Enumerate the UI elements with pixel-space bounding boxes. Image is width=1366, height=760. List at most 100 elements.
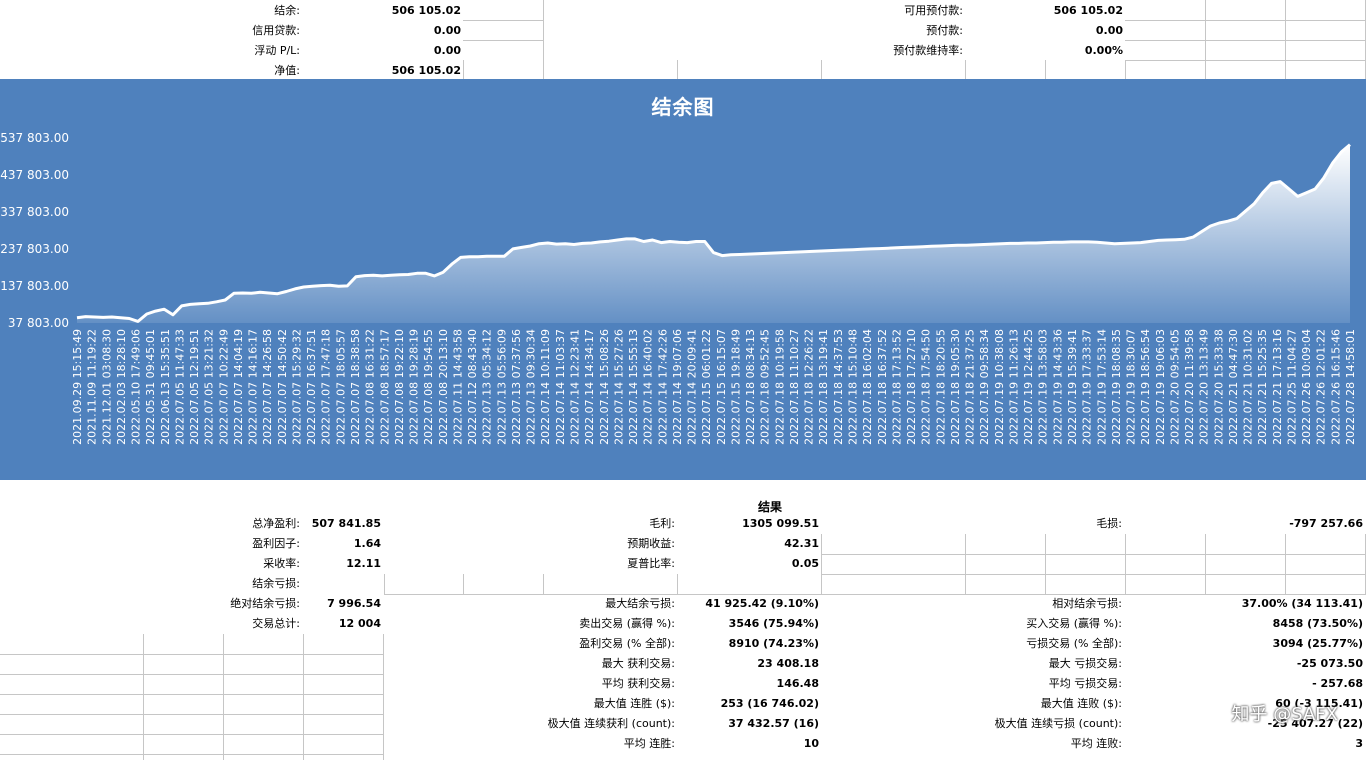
x-tick-label: 2022.06.13 15:35:51	[159, 329, 172, 445]
x-tick-label: 2022.07.14 16:40:02	[642, 329, 655, 445]
result-value: 3094 (25.77%)	[1272, 637, 1363, 650]
result-value: 41 925.42 (9.10%)	[705, 597, 819, 610]
x-tick-label: 2022.07.14 17:42:26	[656, 329, 669, 445]
x-tick-label: 2022.07.26 16:15:46	[1329, 329, 1342, 445]
x-tick-label: 2022.07.19 12:44:25	[1022, 329, 1035, 445]
x-tick-label: 2022.07.18 15:10:48	[847, 329, 860, 445]
x-tick-label: 2022.07.05 11:47:33	[173, 329, 186, 445]
result-label: 毛利:	[649, 517, 675, 530]
credit-value: 0.00	[433, 24, 461, 37]
margin-level-label: 预付款维持率:	[893, 44, 963, 57]
result-value: 507 841.85	[311, 517, 381, 530]
x-tick-label: 2022.07.14 15:27:26	[612, 329, 625, 445]
grid-line	[1045, 534, 1046, 594]
grid-line	[223, 634, 224, 760]
result-label: 结余亏损:	[252, 577, 300, 590]
result-value: 60 (-3 115.41)	[1275, 697, 1363, 710]
grid-line	[821, 554, 1366, 555]
x-tick-label: 2022.02.03 18:28:10	[115, 329, 128, 445]
grid-line	[463, 40, 543, 41]
grid-line	[0, 654, 383, 655]
margin-value: 0.00	[1095, 24, 1123, 37]
grid-line	[0, 694, 383, 695]
grid-line	[965, 60, 966, 80]
x-tick-label: 2022.07.08 19:22:10	[393, 329, 406, 445]
grid-line	[383, 634, 384, 760]
grid-line	[143, 634, 144, 760]
x-tick-label: 2022.07.19 19:06:03	[1154, 329, 1167, 445]
results-title: 结果	[757, 500, 782, 514]
x-tick-label: 2021.09.29 15:15:49	[71, 329, 84, 445]
y-tick-label: 37 803.00	[8, 316, 69, 330]
x-tick-label: 2022.07.14 11:03:37	[554, 329, 567, 445]
x-tick-label: 2022.07.07 10:22:49	[217, 329, 230, 445]
result-label: 最大值 连败 ($):	[1040, 697, 1122, 710]
result-label: 平均 亏损交易:	[1048, 677, 1122, 690]
x-tick-label: 2022.07.15 16:15:07	[715, 329, 728, 445]
result-label: 平均 连胜:	[623, 737, 675, 750]
result-label: 极大值 连续亏损 (count):	[994, 717, 1122, 730]
result-value: 1305 099.51	[742, 517, 819, 530]
margin-label: 预付款:	[926, 24, 963, 37]
grid-line	[0, 714, 383, 715]
result-value: 8910 (74.23%)	[728, 637, 819, 650]
credit-label: 信用贷款:	[252, 24, 300, 37]
x-tick-label: 2022.07.19 10:38:08	[993, 329, 1006, 445]
x-tick-label: 2022.07.21 04:47:30	[1227, 329, 1240, 445]
x-tick-label: 2022.07.08 18:57:17	[378, 329, 391, 445]
result-value: -25 407.27 (22)	[1267, 717, 1363, 730]
result-value: 23 408.18	[757, 657, 819, 670]
x-tick-label: 2022.07.21 15:25:35	[1256, 329, 1269, 445]
y-tick-label: 537 803.00	[0, 131, 69, 145]
x-tick-label: 2021.11.09 11:19:22	[86, 329, 99, 445]
x-tick-label: 2022.05.10 17:49:06	[130, 329, 143, 445]
result-value: 146.48	[776, 677, 819, 690]
x-tick-label: 2022.07.19 14:43:36	[1051, 329, 1064, 445]
result-label: 相对结余亏损:	[1052, 597, 1122, 610]
x-tick-label: 2022.07.20 15:33:38	[1212, 329, 1225, 445]
grid-line	[821, 60, 822, 80]
x-tick-label: 2022.07.13 07:37:56	[510, 329, 523, 445]
result-label: 夏普比率:	[627, 557, 675, 570]
x-tick-label: 2022.07.15 06:01:22	[700, 329, 713, 445]
balance-line	[76, 143, 1351, 323]
result-label: 极大值 连续获利 (count):	[547, 717, 675, 730]
result-value: 42.31	[784, 537, 819, 550]
x-tick-label: 2022.07.18 17:27:10	[905, 329, 918, 445]
result-value: 37.00% (34 113.41)	[1241, 597, 1363, 610]
x-tick-label: 2022.07.20 11:39:58	[1183, 329, 1196, 445]
x-tick-label: 2022.07.18 14:37:53	[832, 329, 845, 445]
x-tick-label: 2022.07.07 14:16:17	[247, 329, 260, 445]
x-tick-label: 2022.07.14 15:08:26	[598, 329, 611, 445]
result-label: 绝对结余亏损:	[230, 597, 300, 610]
result-value: -25 073.50	[1296, 657, 1363, 670]
x-tick-label: 2022.05.31 09:45:01	[144, 329, 157, 445]
grid-line	[0, 754, 383, 755]
x-tick-label: 2022.07.08 19:28:19	[408, 329, 421, 445]
equity-value: 506 105.02	[391, 64, 461, 77]
x-tick-label: 2022.07.19 13:58:03	[1037, 329, 1050, 445]
y-tick-label: 437 803.00	[0, 168, 69, 182]
x-tick-label: 2022.07.28 14:58:01	[1344, 329, 1357, 445]
grid-line	[0, 674, 383, 675]
x-tick-label: 2022.07.08 20:13:10	[437, 329, 450, 445]
x-tick-label: 2022.07.18 09:52:45	[759, 329, 772, 445]
x-tick-label: 2022.07.14 19:07:06	[671, 329, 684, 445]
x-tick-label: 2022.07.08 19:54:55	[422, 329, 435, 445]
x-tick-label: 2022.07.19 09:58:34	[978, 329, 991, 445]
balance-chart-svg: 37 803.00 137 803.00 237 803.00 337 803.00 4…	[0, 131, 1357, 445]
grid-line	[1125, 40, 1366, 41]
x-tick-label: 2022.07.14 14:34:17	[583, 329, 596, 445]
grid-line	[821, 534, 822, 594]
result-label: 亏损交易 (% 全部):	[1026, 637, 1122, 650]
result-value: -797 257.66	[1289, 517, 1363, 530]
x-tick-label: 2022.07.15 19:18:49	[729, 329, 742, 445]
result-value: 253 (16 746.02)	[720, 697, 819, 710]
equity-label: 净值:	[274, 64, 300, 77]
result-value: 12 004	[338, 617, 381, 630]
y-tick-label: 137 803.00	[0, 279, 69, 293]
x-tick-label: 2022.07.26 12:01:22	[1315, 329, 1328, 445]
balance-chart: 结余图 37 803.00 137 803.00 237 803.00 337 803…	[0, 79, 1366, 480]
result-value: 8458 (73.50%)	[1272, 617, 1363, 630]
x-tick-label: 2022.07.19 17:33:37	[1081, 329, 1094, 445]
